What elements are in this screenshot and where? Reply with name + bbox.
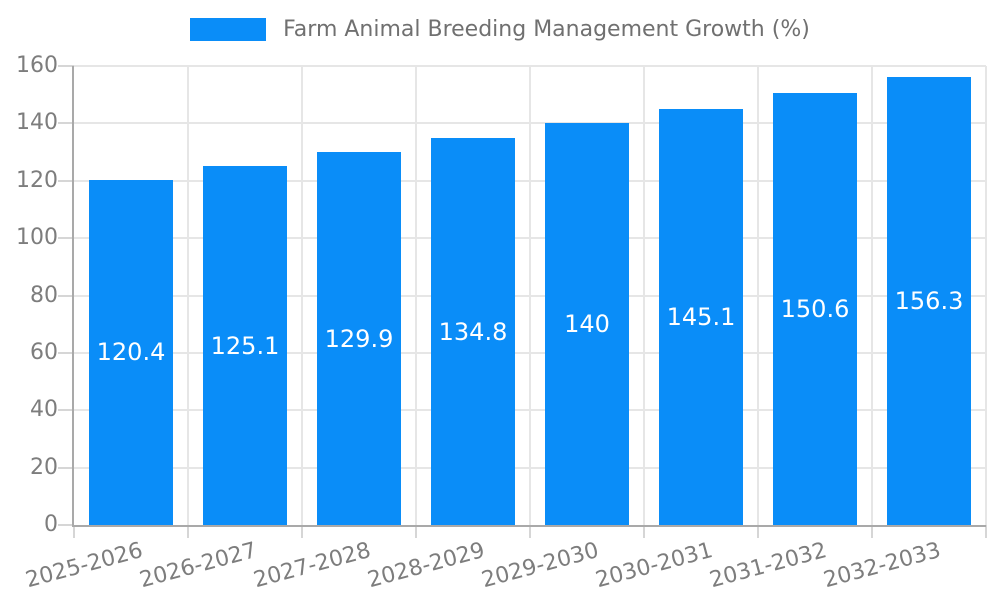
y-tick-label: 140 — [16, 110, 58, 136]
bar-value-label: 150.6 — [780, 294, 850, 323]
legend-label: Farm Animal Breeding Management Growth (… — [283, 17, 810, 42]
bar[interactable]: 120.4 — [89, 179, 173, 525]
x-tick-mark — [871, 525, 873, 538]
y-tick-label: 60 — [30, 339, 58, 365]
y-tick-mark — [58, 409, 74, 412]
bar-value-label: 120.4 — [96, 338, 166, 367]
x-tick-mark — [985, 525, 987, 538]
x-tick-label: 2031-2032 — [707, 538, 830, 594]
y-tick-label: 80 — [30, 282, 58, 308]
x-tick-label: 2027-2028 — [251, 538, 374, 594]
x-tick-mark — [757, 525, 759, 538]
y-tick-label: 120 — [16, 167, 58, 193]
x-gridline — [301, 66, 303, 525]
x-tick-label: 2030-2031 — [593, 538, 716, 594]
y-tick-mark — [58, 351, 74, 354]
y-tick-mark — [58, 294, 74, 297]
bar[interactable]: 134.8 — [431, 138, 515, 525]
bar-value-label: 134.8 — [438, 317, 508, 346]
y-tick-mark — [58, 237, 74, 240]
bar-value-label: 156.3 — [894, 286, 964, 315]
y-tick-label: 100 — [16, 225, 58, 251]
x-gridline — [985, 66, 987, 525]
x-tick-mark — [301, 525, 303, 538]
y-tick-mark — [58, 466, 74, 469]
x-tick-label: 2025-2026 — [23, 538, 146, 594]
y-tick-mark — [58, 122, 74, 125]
x-tick-mark — [415, 525, 417, 538]
bar-value-label: 140 — [564, 310, 610, 339]
y-tick-mark — [58, 65, 74, 67]
chart-legend[interactable]: Farm Animal Breeding Management Growth (… — [0, 17, 1000, 42]
x-tick-label: 2029-2030 — [479, 538, 602, 594]
x-gridline — [871, 66, 873, 525]
bar-value-label: 129.9 — [324, 324, 394, 353]
x-tick-mark — [73, 525, 75, 538]
x-gridline — [643, 66, 645, 525]
legend-swatch — [190, 18, 267, 41]
bar[interactable]: 129.9 — [317, 152, 401, 525]
bar[interactable]: 140 — [545, 123, 629, 525]
x-tick-label: 2028-2029 — [365, 538, 488, 594]
y-tick-mark — [58, 179, 74, 182]
y-tick-label: 20 — [30, 454, 58, 480]
x-tick-label: 2032-2033 — [821, 538, 944, 594]
y-tick-label: 160 — [16, 53, 58, 78]
bar[interactable]: 156.3 — [887, 76, 971, 525]
y-tick-mark — [58, 524, 74, 526]
x-gridline — [415, 66, 417, 525]
x-tick-label: 2026-2027 — [137, 538, 260, 594]
y-tick-label: 40 — [30, 397, 58, 423]
x-axis-line — [72, 525, 986, 527]
x-gridline — [187, 66, 189, 525]
x-tick-mark — [187, 525, 189, 538]
y-tick-label: 0 — [44, 512, 58, 537]
bar-value-label: 125.1 — [210, 331, 280, 360]
bar[interactable]: 145.1 — [659, 108, 743, 525]
bar-value-label: 145.1 — [666, 302, 736, 331]
x-gridline — [757, 66, 759, 525]
x-gridline — [529, 66, 531, 525]
bar[interactable]: 150.6 — [773, 92, 857, 525]
x-tick-mark — [529, 525, 531, 538]
y-axis-line — [72, 66, 74, 527]
bar[interactable]: 125.1 — [203, 166, 287, 525]
x-tick-mark — [643, 525, 645, 538]
